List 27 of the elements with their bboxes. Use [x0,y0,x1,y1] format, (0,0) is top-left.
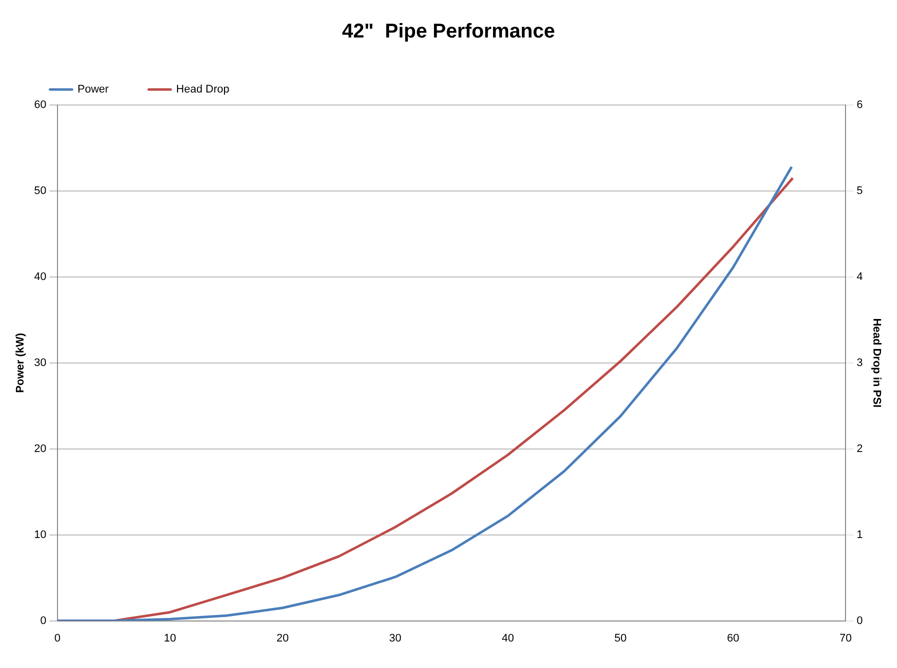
y-tick-label: 10 [34,528,46,541]
y-tick-label: 60 [34,99,46,112]
x-tick-label: 70 [840,632,852,644]
y2-tick-label: 3 [856,356,863,369]
chart-title: 42" Pipe Performance [342,20,555,43]
y2-tick-label: 5 [856,185,863,197]
legend-label: Power [78,84,110,96]
x-tick-label: 40 [502,632,514,644]
y-tick-label: 0 [40,614,46,627]
y2-tick-label: 2 [856,442,863,455]
x-tick-label: 0 [54,632,60,644]
y-tick-label: 50 [34,185,46,197]
x-tick-label: 50 [614,632,627,644]
x-tick-label: 30 [389,632,402,644]
y2-tick-label: 0 [856,614,863,627]
x-tick-label: 60 [726,632,740,644]
y-axis-title: Power (kW) [14,332,27,393]
legend-label: Head Drop [176,84,230,96]
y2-tick-label: 1 [856,528,863,541]
y-tick-label: 20 [34,442,46,455]
y2-tick-label: 4 [856,270,863,283]
x-tick-label: 20 [276,632,289,644]
y-tick-label: 30 [34,356,46,369]
y2-axis-title: Head Drop in PSI [870,318,882,408]
x-tick-label: 10 [164,632,176,644]
y-tick-label: 40 [34,270,46,283]
y2-tick-label: 6 [856,99,863,112]
